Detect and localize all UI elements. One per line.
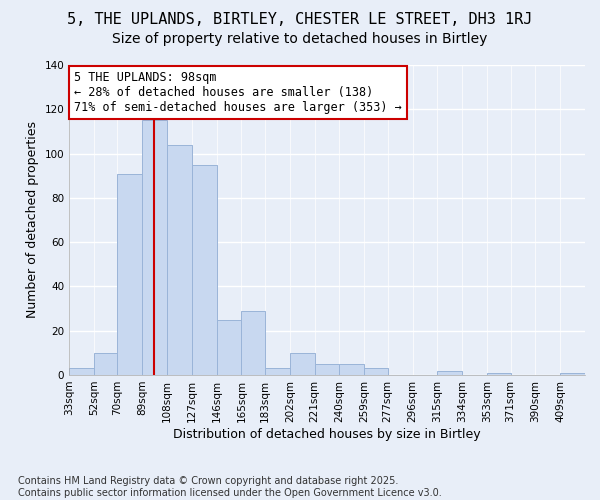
Bar xyxy=(290,353,314,375)
X-axis label: Distribution of detached houses by size in Birtley: Distribution of detached houses by size … xyxy=(173,428,481,440)
Bar xyxy=(94,353,118,375)
Bar xyxy=(560,373,585,375)
Text: 5, THE UPLANDS, BIRTLEY, CHESTER LE STREET, DH3 1RJ: 5, THE UPLANDS, BIRTLEY, CHESTER LE STRE… xyxy=(67,12,533,28)
Bar xyxy=(217,320,241,375)
Bar xyxy=(241,311,265,375)
Y-axis label: Number of detached properties: Number of detached properties xyxy=(26,122,39,318)
Bar xyxy=(265,368,290,375)
Bar xyxy=(192,164,217,375)
Bar xyxy=(118,174,142,375)
Text: Contains HM Land Registry data © Crown copyright and database right 2025.
Contai: Contains HM Land Registry data © Crown c… xyxy=(18,476,442,498)
Bar xyxy=(69,368,94,375)
Bar xyxy=(487,373,511,375)
Bar xyxy=(437,370,462,375)
Text: Size of property relative to detached houses in Birtley: Size of property relative to detached ho… xyxy=(112,32,488,46)
Bar xyxy=(142,120,167,375)
Bar xyxy=(340,364,364,375)
Bar xyxy=(314,364,340,375)
Bar xyxy=(167,144,192,375)
Text: 5 THE UPLANDS: 98sqm
← 28% of detached houses are smaller (138)
71% of semi-deta: 5 THE UPLANDS: 98sqm ← 28% of detached h… xyxy=(74,71,402,114)
Bar xyxy=(364,368,388,375)
